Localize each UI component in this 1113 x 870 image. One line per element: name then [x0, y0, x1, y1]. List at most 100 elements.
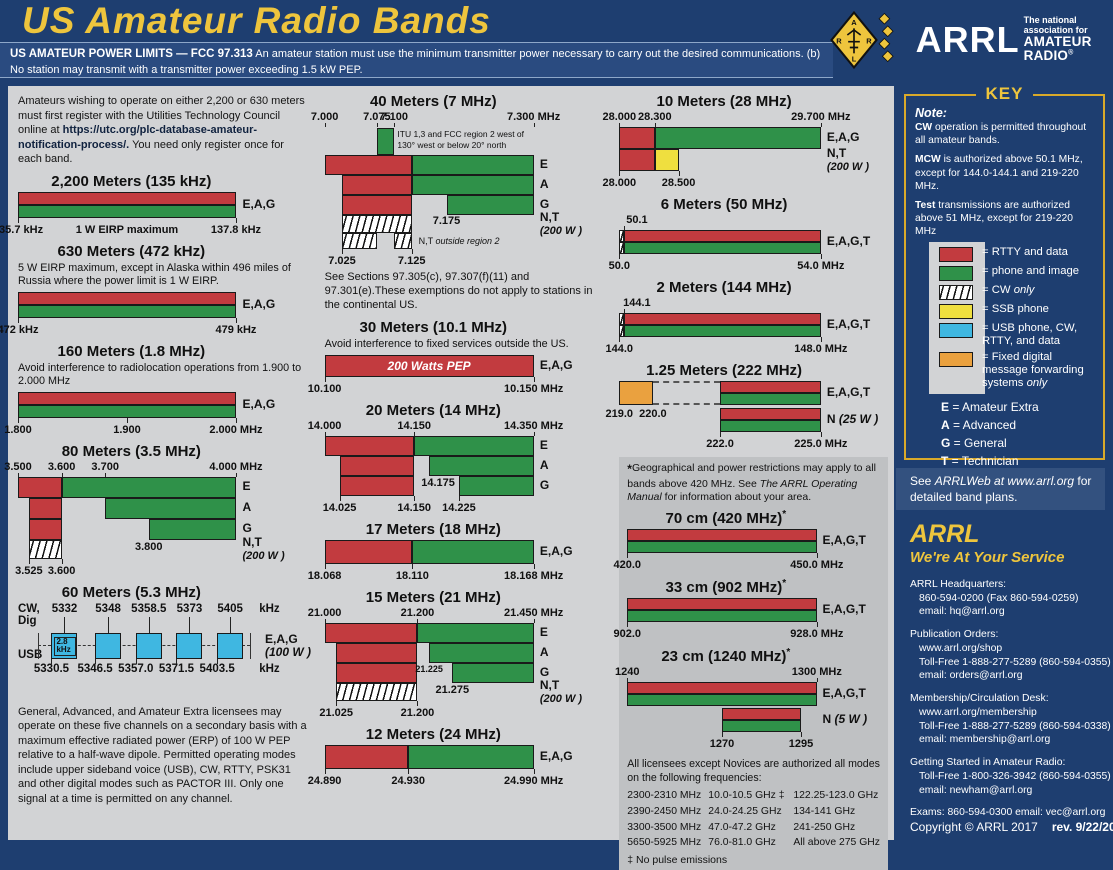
tick-mark: [324, 563, 326, 569]
tick-label: 18.168 MHz: [503, 569, 564, 582]
segment-red: 200 Watts PEP: [324, 354, 534, 377]
legend-item: = SSB phone: [915, 303, 1094, 320]
band-title: 630 Meters (472 kHz): [57, 242, 206, 260]
segment-cw: [619, 325, 625, 337]
contact-title: Getting Started in Amateur Radio:: [910, 757, 1066, 769]
usb-label: USB: [18, 648, 43, 661]
contact-lines: 860-594-0200 (Fax 860-594-0259) email: hq…: [910, 592, 1111, 619]
tick-mark: [324, 376, 326, 382]
segment-red: [28, 518, 62, 540]
license-classes-label: E,A,G,T: [822, 601, 866, 616]
license-classes-label: N (25 W ): [826, 412, 879, 427]
license-classes-label: E,A,G,T: [822, 685, 866, 700]
segment-red: [324, 622, 418, 643]
arrl-wordmark: ARRL: [915, 19, 1020, 60]
tick-label: 28.000: [602, 177, 637, 189]
tick-mark: [533, 618, 535, 623]
cw-swatch-icon: [939, 285, 973, 301]
bar-layer: [324, 744, 534, 769]
segment-red: [619, 149, 655, 171]
tick-mark: [235, 317, 237, 323]
bottom-tick-row: 1270 1295: [627, 731, 817, 750]
band-title: 12 Meters (24 MHz): [365, 725, 501, 743]
tick-label: 1300 MHz: [791, 665, 842, 678]
freq-annotation: 7.175: [432, 215, 461, 227]
allocation-row: A: [325, 642, 549, 663]
segment-green: [18, 304, 236, 318]
channel-bottom-tick: [95, 658, 97, 664]
band-diagram: 3.500 3.600 3.700 4.000 MHz E A G N,T (200 W ) 3.…: [4, 460, 285, 577]
segment-orangeB: [619, 393, 653, 405]
allocation-row: N (5 W ): [627, 707, 867, 732]
tick-label: 1.800: [4, 423, 32, 436]
bar-layer: [18, 304, 236, 318]
bottom-tick-row: 420.0 450.0 MHz: [614, 552, 843, 571]
bottom-tick-row: 1.800 1.900 2.000 MHz: [4, 417, 263, 436]
freq-table-cell: 24.0-24.25 GHz: [708, 806, 782, 818]
tick-mark: [624, 226, 626, 230]
bottom-tick-row: 144.0 148.0 MHz: [606, 337, 847, 355]
channel-end-tick: [250, 632, 252, 659]
channel-edge-freq: 5371.5: [158, 662, 195, 675]
bar-layer: [619, 393, 821, 405]
tick-label: 3.600: [47, 460, 76, 473]
contact-block: ARRL Headquarters: 860-594-0200 (Fax 860-…: [910, 578, 1111, 619]
freq-annotation: 14.175: [421, 476, 455, 489]
allocation-row: E: [324, 435, 548, 456]
tick-label: 18.110: [395, 569, 429, 582]
segment-cw: [342, 233, 377, 249]
contact-block: Exams: 860-594-0300 email: vec@arrl.org: [910, 806, 1111, 820]
band-title: 40 Meters (7 MHz): [369, 93, 497, 110]
band-chart-panel: Amateurs wishing to operate on either 2,…: [0, 86, 894, 870]
segment-dashT: [652, 381, 721, 393]
license-classes-label: E: [242, 479, 251, 494]
utc-url: https://utc.org/plc-database-amateur-not…: [18, 124, 258, 151]
microwave-frequencies-table: 2300-2310 MHz 2390-2450 MHz 3300-3500 MHz 5…: [627, 788, 880, 850]
eirp-note: 1 W EIRP maximum: [75, 223, 179, 236]
allocation-row: E,A,G,T: [619, 230, 870, 254]
segment-green: [458, 475, 534, 496]
segment-green: [105, 497, 236, 519]
license-class: G = General: [941, 436, 1007, 451]
tick-label: 14.000: [307, 419, 342, 432]
bar-layer: [324, 539, 534, 564]
segment-green: [429, 642, 534, 663]
allocation-row: N,T (200 W ): [18, 535, 285, 562]
column-2-bands: 40 Meters (7 MHz) 7.000 7.075 7.100 7.300 MH…: [308, 93, 604, 787]
channel-bandwidth-label: 2.8 kHz: [54, 636, 77, 657]
legend-item: = USB phone, CW, RTTY, and data: [915, 322, 1094, 348]
segment-cw: [28, 539, 62, 559]
segment-yellow: [654, 149, 679, 171]
tick-label: 225.0 MHz: [794, 438, 848, 450]
band-rows: E,A,G: [324, 539, 573, 564]
band-note: Avoid interference to radiolocation oper…: [18, 361, 302, 388]
tick-label: 50.1: [626, 214, 648, 226]
band-title: 20 Meters (14 MHz): [365, 401, 501, 419]
tick-label: 10.100: [307, 382, 342, 395]
tick-label: 21.000: [307, 606, 342, 619]
segment-green: [452, 662, 534, 683]
contact-block: Membership/Circulation Desk: www.arrl.org…: [910, 692, 1111, 747]
tick-mark: [533, 376, 535, 382]
band-rows: E,A,G: [324, 744, 573, 769]
band-title: 23 cm (1240 MHz)*: [661, 646, 791, 665]
band-rows: E,A,G,T: [619, 313, 870, 337]
tick-mark: [820, 432, 822, 437]
tick-mark: [376, 123, 378, 127]
band-17m: 17 Meters (18 MHz) E,A,G 18.068 18.110 18.16…: [308, 521, 604, 582]
freq-table-cell: 10.0-10.5 GHz ‡: [708, 790, 785, 802]
band-footnote: See Sections 97.305(c), 97.307(f)(11) an…: [324, 271, 593, 311]
allocation-row: E: [324, 622, 548, 643]
contact-line: email: membership@arrl.org: [919, 734, 1051, 746]
band-title: 15 Meters (21 MHz): [365, 588, 501, 606]
license-classes-label: A: [539, 457, 549, 472]
contact-line: Toll-Free 1-800-326-3942 (860-594-0355): [919, 770, 1111, 782]
segment-red: [324, 539, 413, 564]
channel-bottom-tick: [135, 658, 137, 664]
segment-red: [624, 230, 821, 242]
legend-label: = USB phone, CW, RTTY, and data: [982, 322, 1078, 348]
allocation-row: E,A,G: [18, 191, 275, 218]
freq-table-column: 2300-2310 MHz 2390-2450 MHz 3300-3500 MHz 5…: [627, 788, 708, 850]
band-diagram: E,A,G 1.800 1.900 2.000 MHz: [4, 391, 275, 436]
bar-layer: [619, 408, 821, 420]
